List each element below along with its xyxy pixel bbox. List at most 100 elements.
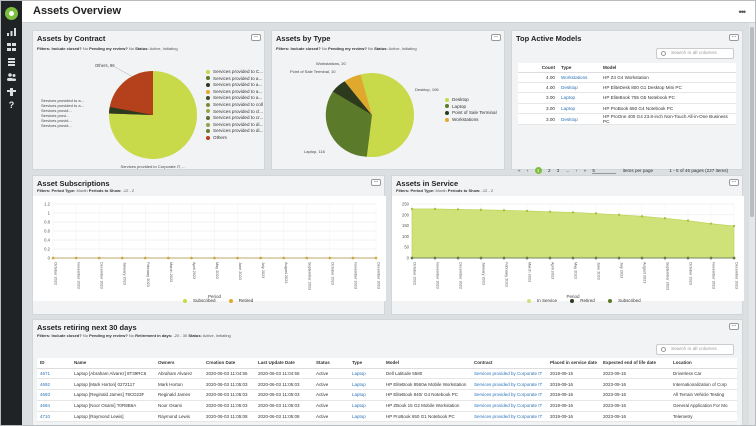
per-page-select[interactable]: 5 (592, 168, 617, 174)
panel-menu-icon[interactable]: ... (371, 178, 381, 186)
filters-bar[interactable]: Filters: Period Type: Month Periods to S… (396, 188, 494, 193)
column-header[interactable]: ID (37, 358, 71, 369)
cell-contract[interactable]: Services provided by Corporate IT (471, 411, 547, 423)
next-page-button[interactable]: › (575, 168, 578, 173)
cell-id[interactable]: 4693 (37, 389, 71, 401)
more-pages[interactable]: ... (565, 168, 570, 173)
table-row[interactable]: 4.00 Desktop HP EliteDesk 800 G1 Desktop M… (518, 82, 736, 94)
cell-contract[interactable]: Services provided by Corporate IT (471, 400, 547, 412)
subscriptions-chart[interactable]: 0 0.2 0.4 0.6 0.8 1 1.2 October 2022 November 20… (33, 196, 386, 301)
column-header[interactable]: Model (600, 63, 736, 73)
pie-slice-laptop (325, 91, 372, 157)
table-row[interactable]: 4693 Laptop [Reginald James] 78CD23F Regin… (37, 389, 737, 401)
panel-menu-icon[interactable]: ... (729, 178, 739, 186)
table-row[interactable]: 3.00 Laptop HP ProBook 650 G4 Notebook PC (518, 103, 736, 115)
layers-icon[interactable] (7, 58, 16, 66)
panel-menu-icon[interactable]: ... (729, 33, 739, 41)
legend-item: Workstations (445, 117, 497, 124)
type-pie[interactable]: Workstations, 20 Point of Sale Terminal,… (272, 55, 447, 171)
cell-id[interactable]: 4671 (37, 368, 71, 380)
data-point (709, 222, 713, 225)
grid-icon[interactable] (7, 43, 16, 51)
y-tick-label: 0.8 (44, 220, 50, 225)
chart-icon[interactable] (7, 28, 16, 36)
scrollbar-thumb[interactable] (750, 27, 754, 217)
svg-text:Services provided to Corporate: Services provided to Corporate IT, ... (121, 164, 186, 169)
column-header[interactable]: Expected end of life date (600, 358, 671, 369)
cell-placed: 2019-09-16 (547, 411, 601, 423)
panel-menu-icon[interactable]: ... (251, 33, 261, 41)
table-row[interactable]: 4692 Laptop [Mark Horton] 0272117 Mark Hor… (37, 378, 737, 391)
cell-contract[interactable]: Services provided by Corporate IT (471, 378, 547, 391)
help-icon[interactable]: ? (8, 100, 15, 110)
cell-id[interactable]: 4710 (37, 411, 71, 423)
cell-owners: Reginald James (155, 389, 203, 401)
cell-name: Laptop [Abraham Alvarez] 9T39RC6 (71, 368, 155, 380)
x-tick-label: February 2023 (505, 262, 509, 287)
column-header[interactable]: Type (349, 358, 383, 369)
column-header[interactable]: Location (670, 358, 737, 369)
cell-type[interactable]: Laptop (349, 411, 383, 423)
table-row[interactable]: 3.00 Laptop HP EliteBook 755 G5 Notebook P… (518, 92, 736, 104)
filters-bar[interactable]: Filters: Period Type: Month Periods to S… (37, 188, 135, 193)
first-page-button[interactable]: « (518, 168, 521, 173)
svg-text:Point of Sale Terminal, 10: Point of Sale Terminal, 10 (290, 69, 336, 74)
legend-item: In Service (527, 298, 563, 303)
data-point (686, 219, 690, 222)
cell-contract[interactable]: Services provided by Corporate IT (471, 368, 547, 380)
page-2-button[interactable]: 2 (547, 168, 551, 173)
filters-bar[interactable]: Filters: Include closed? No Pending my r… (37, 333, 231, 338)
search-icon (661, 347, 666, 352)
users-icon[interactable] (7, 73, 16, 81)
data-point (456, 208, 460, 211)
page-scrollbar[interactable] (749, 23, 755, 425)
cell-location: General Application For Mo (670, 400, 737, 412)
column-header[interactable]: Type (558, 63, 600, 73)
cell-type[interactable]: Laptop (349, 368, 383, 380)
table-row[interactable]: 4694 Laptop [Noor Osami] T0R8B6A Noor Osam… (37, 400, 737, 412)
table-row[interactable]: 4710 Laptop [Raymond Lewis] Raymond Lewis 2… (37, 411, 737, 423)
search-input[interactable]: Search in all columns (656, 344, 734, 355)
search-input[interactable]: Search in all columns (656, 48, 734, 59)
page-3-button[interactable]: 3 (556, 168, 560, 173)
column-header[interactable]: Last Update Date (255, 358, 313, 369)
contract-legend: Services provided to C... Services provi… (206, 69, 263, 142)
cell-type[interactable]: Laptop (349, 389, 383, 401)
cell-contract[interactable]: Services provided by Corporate IT (471, 389, 547, 401)
x-tick-label: November 2022 (436, 262, 440, 289)
cell-created: 2020-06-03 11:05:03 (203, 378, 255, 391)
column-header[interactable]: Status (313, 358, 349, 369)
column-header[interactable]: Model (383, 358, 471, 369)
app-logo[interactable] (5, 7, 18, 20)
column-header[interactable]: Placed in service date (547, 358, 601, 369)
page-1-button[interactable]: 1 (534, 167, 542, 174)
filters-bar[interactable]: Filters: Include closed? No Pending my r… (37, 46, 178, 51)
cell-type[interactable]: Laptop (349, 400, 383, 412)
panel-menu-icon[interactable]: ... (729, 322, 739, 330)
cell-model: HP EliteBook 840r G4 Notebook PC (383, 389, 471, 401)
y-tick-label: 0 (407, 256, 410, 261)
contract-pie[interactable]: Others, 96 Services provided to a... Ser… (33, 55, 203, 171)
column-header[interactable]: Owners (155, 358, 203, 369)
cell-id[interactable]: 4694 (37, 400, 71, 412)
table-row[interactable]: 4.00 Workstations HP Z4 G4 Workstation (518, 72, 736, 83)
prev-page-button[interactable]: ‹ (526, 168, 529, 173)
column-header[interactable]: Count (518, 63, 558, 73)
tools-icon[interactable] (7, 88, 16, 96)
cell-eol: 2023-09-15 (600, 368, 671, 380)
table-row[interactable]: 4671 Laptop [Abraham Alvarez] 9T39RC6 Abra… (37, 368, 737, 380)
cell-eol: 2023-09-16 (600, 411, 671, 423)
last-page-button[interactable]: » (583, 168, 587, 173)
table-row[interactable]: 3.00 Desktop HP ProOne 400 G4 23.8-inch No… (518, 113, 736, 126)
page-menu-icon[interactable]: ••• (738, 7, 747, 17)
filters-bar[interactable]: Filters: Include closed? No Pending my r… (276, 46, 417, 51)
panel-menu-icon[interactable]: ... (491, 33, 501, 41)
column-header[interactable]: Contract (471, 358, 547, 369)
column-header[interactable]: Name (71, 358, 155, 369)
cell-type[interactable]: Laptop (349, 378, 383, 391)
cell-id[interactable]: 4692 (37, 378, 71, 391)
column-header[interactable]: Creation Date (203, 358, 255, 369)
in-service-chart[interactable]: 0 50 100 150 200 250 October 2022 November 2022… (392, 196, 744, 301)
x-tick-label: August 2023 (284, 262, 288, 283)
cell-placed: 2019-09-16 (547, 389, 601, 401)
